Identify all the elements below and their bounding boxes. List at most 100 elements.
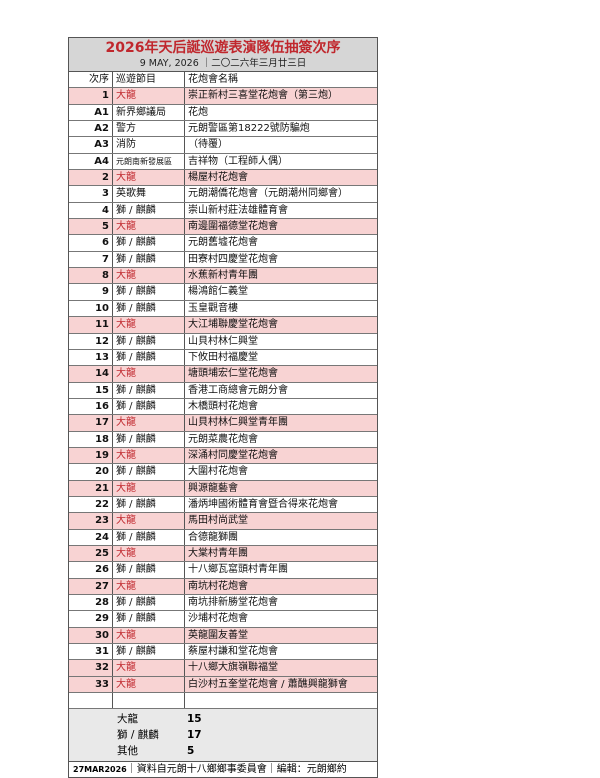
order-cell: 17 (69, 415, 113, 431)
table-row: 2 大龍 楊屋村花炮會 (69, 170, 377, 187)
team-name-cell: 塘頭埔宏仁堂花炮會 (188, 368, 278, 380)
title-block: 2026年天后誕巡遊表演隊伍抽簽次序 9 MAY, 2026 ｜二〇二六年三月廿… (69, 38, 377, 72)
order-cell: 32 (69, 660, 113, 676)
team-name-cell: 崇正新村三喜堂花炮會（第三炮） (188, 90, 338, 102)
footer-source: ｜資料自元朗十八鄉鄉事委員會｜編輯：元朗鄉約 (126, 764, 347, 776)
program-cell: 大龍 (113, 447, 185, 464)
team-name-cell: 潘炳坤國術體育會暨合得來花炮會 (188, 498, 338, 510)
event-date: 9 MAY, 2026 ｜二〇二六年三月廿三日 (139, 58, 307, 69)
team-name-cell: 下攸田村福慶堂 (188, 351, 258, 363)
order-cell: 6 (69, 235, 113, 251)
summary-dragon: 大龍 15 (69, 711, 377, 727)
table-row: 11 大龍 大江埔聯慶堂花炮會 (69, 317, 377, 334)
table-row: 24 獅 / 麒麟 合德龍獅團 (69, 529, 377, 546)
table-header: 次序 巡遊節目 花炮會名稱 (69, 72, 377, 89)
program-cell: 獅 / 麒麟 (113, 529, 185, 545)
program-cell: 獅 / 麒麟 (113, 235, 185, 251)
table-body: 1 大龍 崇正新村三喜堂花炮會（第三炮） A1 新界鄉議局 花炮 A2 警方 元朗警區第1822… (69, 88, 377, 694)
order-cell: 16 (69, 398, 113, 415)
program-cell: 獅 / 麒麟 (113, 595, 185, 611)
team-name-cell: 沙埔村花炮會 (188, 613, 248, 625)
order-cell: A4 (69, 153, 113, 170)
table-row: 14 大龍 塘頭埔宏仁堂花炮會 (69, 366, 377, 383)
table-row: 3 英歌舞 元朗潮僑花炮會（元朗潮州同鄉會） (69, 186, 377, 203)
order-cell: 21 (69, 480, 113, 496)
table-row: 33 大龍 白沙村五奎堂花炮會 / 蕭醮興龍獅會 (69, 676, 377, 694)
program-cell: 大龍 (113, 170, 185, 186)
order-cell: 20 (69, 464, 113, 480)
order-cell: A1 (69, 104, 113, 121)
program-cell: 大龍 (113, 88, 185, 104)
table-row: A2 警方 元朗警區第18222號防騙炮 (69, 121, 377, 138)
program-cell: 大龍 (113, 578, 185, 594)
table-row: 26 獅 / 麒麟 十八鄉瓦窰頭村青年團 (69, 562, 377, 579)
order-cell: 26 (69, 562, 113, 578)
table-row: 22 獅 / 麒麟 潘炳坤國術體育會暨合得來花炮會 (69, 496, 377, 514)
summary-lion: 獅 / 麒麟 17 (69, 727, 377, 743)
table-row: 23 大龍 馬田村尚武堂 (69, 513, 377, 530)
order-cell: 5 (69, 219, 113, 235)
header-order: 次序 (69, 72, 113, 88)
table-row: 8 大龍 水蕉新村青年團 (69, 268, 377, 285)
table-row: 13 獅 / 麒麟 下攸田村福慶堂 (69, 349, 377, 367)
order-cell: 3 (69, 186, 113, 202)
program-cell: 元朗南新發展區 (113, 153, 185, 170)
program-cell: 新界鄉議局 (113, 104, 185, 121)
page-title: 2026年天后誕巡遊表演隊伍抽簽次序 (105, 40, 341, 56)
order-cell: 25 (69, 545, 113, 562)
team-name-cell: 深涌村同慶堂花炮會 (188, 449, 278, 461)
program-cell: 大龍 (113, 317, 185, 333)
order-cell: 15 (69, 382, 113, 398)
table-row: 20 獅 / 麒麟 大圍村花炮會 (69, 464, 377, 481)
table-row: 16 獅 / 麒麟 木橋頭村花炮會 (69, 398, 377, 416)
table-row: 29 獅 / 麒麟 沙埔村花炮會 (69, 611, 377, 628)
table-row: 31 獅 / 麒麟 蔡屋村謙和堂花炮會 (69, 644, 377, 661)
order-cell: 31 (69, 644, 113, 660)
summary-other: 其他 5 (69, 743, 377, 759)
table-row: 12 獅 / 麒麟 山貝村林仁興堂 (69, 333, 377, 350)
table-row: 32 大龍 十八鄉大旗嶺聯福堂 (69, 660, 377, 677)
team-name-cell: 元朗警區第18222號防騙炮 (188, 123, 310, 135)
program-cell: 大龍 (113, 627, 185, 644)
program-cell: 大龍 (113, 415, 185, 431)
order-cell: A3 (69, 137, 113, 153)
team-name-cell: 十八鄉瓦窰頭村青年團 (188, 564, 288, 576)
table-row: 25 大龍 大棠村青年團 (69, 545, 377, 563)
order-cell: 23 (69, 513, 113, 529)
table-row: A4 元朗南新發展區 吉祥物（工程師人偶） (69, 153, 377, 171)
team-name-cell: （待覆） (188, 139, 228, 151)
order-cell: 22 (69, 496, 113, 513)
summary-value: 15 (187, 713, 202, 726)
program-cell: 獅 / 麒麟 (113, 300, 185, 317)
table-row: 1 大龍 崇正新村三喜堂花炮會（第三炮） (69, 88, 377, 105)
summary-value: 5 (187, 745, 195, 758)
footer-date: 27MAR2026 (73, 765, 127, 775)
team-name-cell: 元朗潮僑花炮會（元朗潮州同鄉會） (188, 188, 348, 200)
program-cell: 消防 (113, 137, 185, 153)
table-row: 19 大龍 深涌村同慶堂花炮會 (69, 447, 377, 465)
order-cell: 1 (69, 88, 113, 104)
order-cell: 8 (69, 268, 113, 284)
table-row: 30 大龍 英龍圍友善堂 (69, 627, 377, 645)
program-cell: 大龍 (113, 660, 185, 676)
program-cell: 大龍 (113, 366, 185, 382)
team-name-cell: 香港工商總會元朗分會 (188, 384, 288, 396)
table-row: 5 大龍 南邊圍福德堂花炮會 (69, 219, 377, 236)
team-name-cell: 蔡屋村謙和堂花炮會 (188, 646, 278, 658)
program-cell: 獅 / 麒麟 (113, 382, 185, 398)
summary-label: 其他 (117, 745, 138, 758)
team-name-cell: 山貝村林仁興堂青年團 (188, 417, 288, 429)
program-cell: 獅 / 麒麟 (113, 496, 185, 513)
table-row: 17 大龍 山貝村林仁興堂青年團 (69, 415, 377, 432)
order-cell: 13 (69, 349, 113, 366)
parade-order-table: 2026年天后誕巡遊表演隊伍抽簽次序 9 MAY, 2026 ｜二〇二六年三月廿… (68, 37, 378, 778)
program-cell: 獅 / 麒麟 (113, 644, 185, 660)
program-cell: 獅 / 麒麟 (113, 251, 185, 268)
table-row: 10 獅 / 麒麟 玉皇觀音樓 (69, 300, 377, 318)
table-row: A1 新界鄉議局 花炮 (69, 104, 377, 122)
order-cell: A2 (69, 121, 113, 137)
team-name-cell: 玉皇觀音樓 (188, 302, 238, 314)
